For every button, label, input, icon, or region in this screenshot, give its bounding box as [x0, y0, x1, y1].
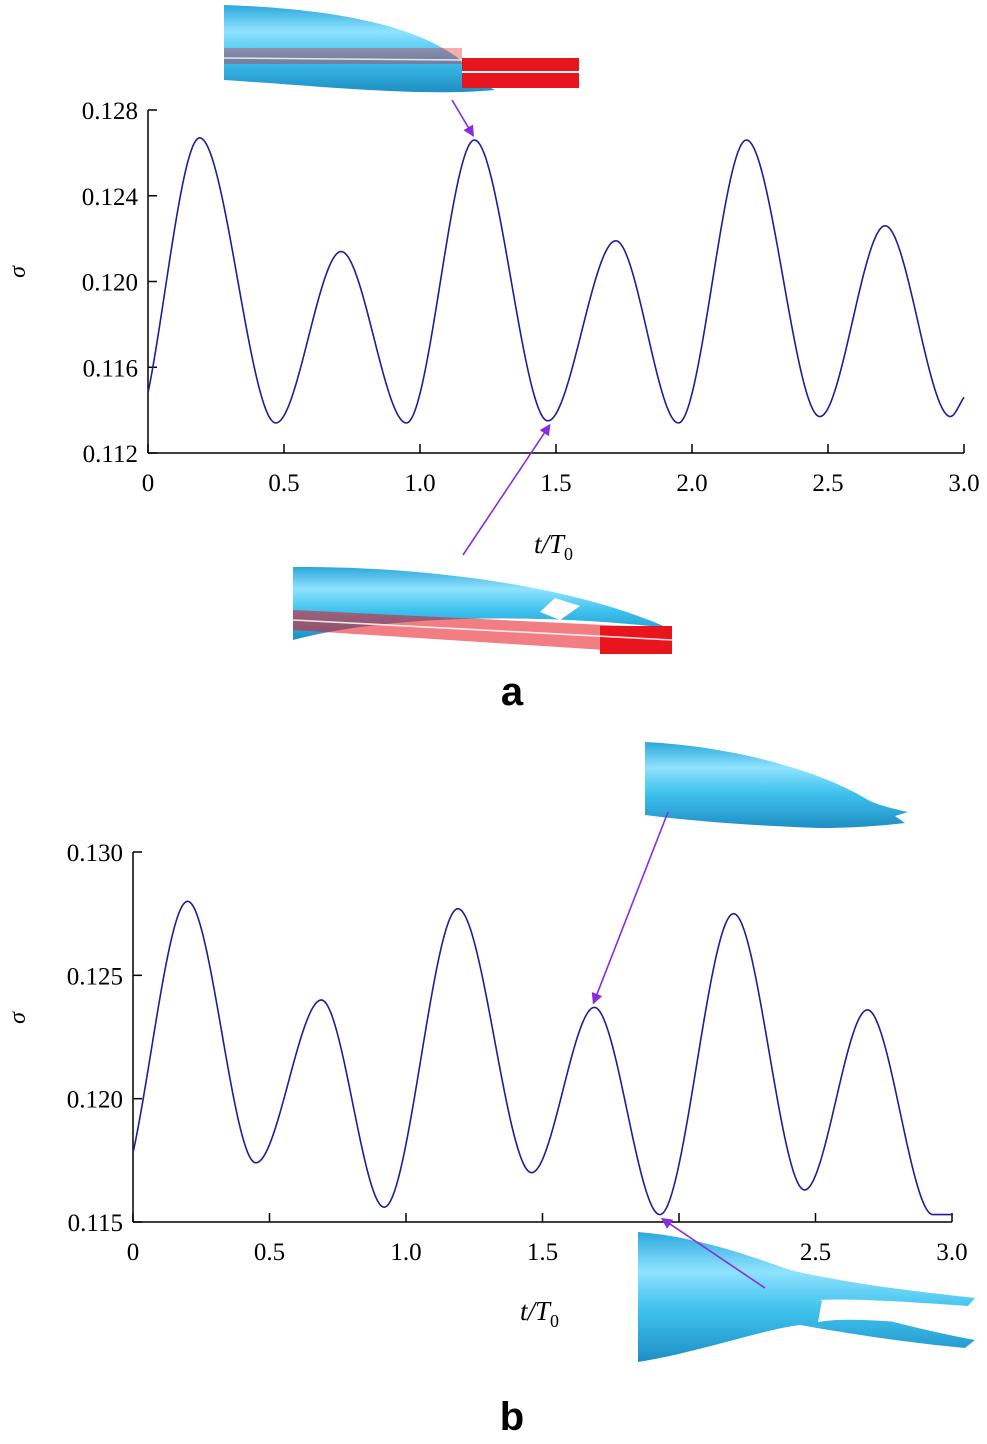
- chart-b-inset-bottom: [638, 1232, 975, 1362]
- chart-b-y-ticks: 0.115 0.120 0.125 0.130: [67, 840, 142, 1237]
- chart-b-arrow-peak: [591, 811, 669, 1005]
- chart-a-arrow-peak: [451, 99, 475, 137]
- chart-a-x-tick-label: 3.0: [948, 470, 979, 497]
- chart-b-x-tick-label: 0.5: [254, 1239, 285, 1266]
- chart-b-series-line: [132, 900, 952, 1216]
- chart-b-x-label: t/T0: [520, 1296, 559, 1331]
- chart-a-x-ticks: 0 0.5 1.0 1.5 2.0 2.5 3.0: [142, 444, 980, 497]
- chart-b-x-label-sub: 0: [550, 1311, 559, 1331]
- chart-b-x-label-main: t/T: [520, 1296, 552, 1326]
- chart-b-x-tick-label: 0: [127, 1239, 140, 1266]
- chart-b-x-tick-label: 3.0: [936, 1239, 967, 1266]
- chart-a-x-label-main: t/T: [534, 529, 566, 559]
- chart-b-y-label: σ: [5, 1011, 31, 1024]
- panel-label-b: b: [500, 1395, 524, 1439]
- chart-a-x-tick-label: 1.0: [404, 470, 435, 497]
- chart-a-x-label-sub: 0: [564, 544, 573, 564]
- chart-a-x-tick-label: 1.5: [540, 470, 571, 497]
- chart-b-x-tick-label: 1.0: [390, 1239, 421, 1266]
- chart-a-y-label: σ: [5, 265, 31, 278]
- panel-label-a: a: [501, 670, 524, 714]
- chart-b-x-tick-label: 2.5: [800, 1239, 831, 1266]
- chart-a-y-tick-label: 0.120: [82, 270, 138, 297]
- chart-a-inset-bottom: [292, 566, 673, 654]
- chart-a-y-tick-label: 0.116: [83, 355, 138, 382]
- chart-a-x-tick-label: 0.5: [268, 470, 299, 497]
- chart-a-y-tick-label: 0.112: [83, 441, 138, 468]
- chart-a-y-tick-label: 0.128: [82, 98, 138, 125]
- chart-a-arrow-trough: [462, 423, 551, 556]
- chart-b-y-tick-label: 0.115: [68, 1210, 123, 1237]
- chart-a-axes: [147, 110, 964, 454]
- chart-b-x-tick-label: 1.5: [527, 1239, 558, 1266]
- chart-a-series-line: [147, 137, 965, 424]
- chart-a-y-ticks: 0.112 0.116 0.120 0.124 0.128: [82, 98, 157, 468]
- chart-b-y-tick-label: 0.130: [67, 840, 123, 867]
- chart-a: 0.112 0.116 0.120 0.124 0.128 0 0.5 1.0 1.5 2.0 2…: [5, 5, 980, 714]
- chart-b-inset-top: [645, 742, 908, 828]
- chart-a-x-tick-label: 0: [142, 470, 155, 497]
- chart-a-x-tick-label: 2.5: [812, 470, 843, 497]
- chart-a-x-label: t/T0: [534, 529, 573, 564]
- chart-b-arrow-trough: [660, 1217, 766, 1289]
- chart-b-x-ticks: 00.51.01.52.02.53.0: [127, 1213, 968, 1266]
- chart-b-y-tick-label: 0.125: [67, 963, 123, 990]
- chart-b-axes: [132, 852, 952, 1223]
- chart-a-y-tick-label: 0.124: [82, 184, 139, 211]
- chart-a-x-tick-label: 2.0: [676, 470, 707, 497]
- chart-b-y-tick-label: 0.120: [67, 1087, 123, 1114]
- chart-a-inset-top: [223, 5, 579, 93]
